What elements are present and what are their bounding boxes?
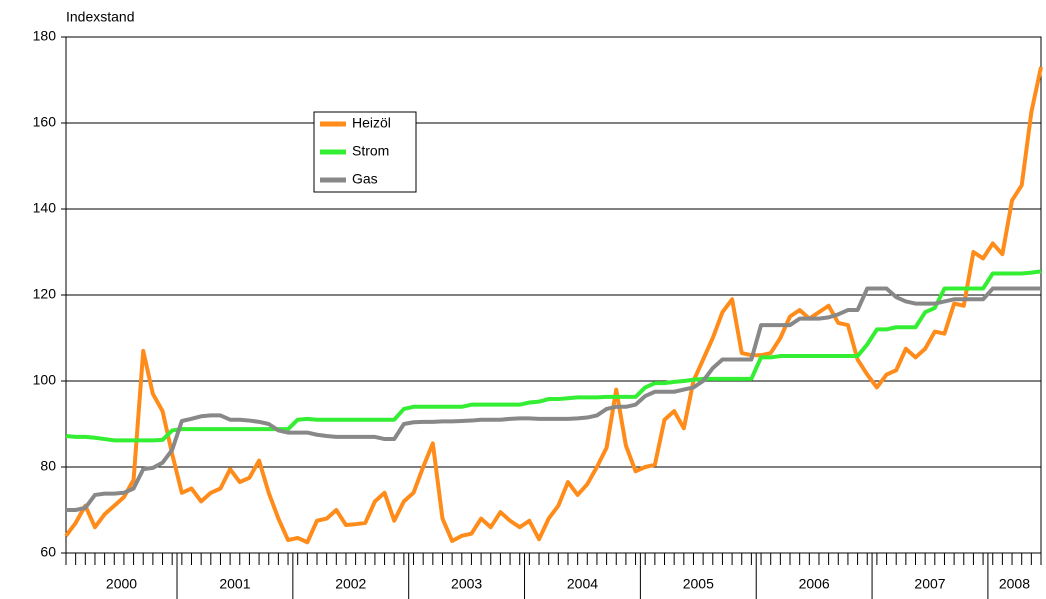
- y-tick-label: 100: [33, 372, 57, 388]
- x-tick-label: 2005: [683, 576, 714, 592]
- x-tick-label: 2000: [106, 576, 137, 592]
- y-tick-label: 120: [33, 286, 57, 302]
- y-tick-label: 60: [40, 544, 56, 560]
- plot-frame: [65, 36, 1042, 554]
- legend-label: Gas: [352, 171, 378, 187]
- x-tick-label: 2003: [451, 576, 482, 592]
- x-tick-label: 2006: [799, 576, 830, 592]
- x-tick-label: 2001: [219, 576, 250, 592]
- y-tick-label: 160: [33, 114, 57, 130]
- x-tick-label: 2007: [914, 576, 945, 592]
- x-tick-label: 2004: [567, 576, 598, 592]
- legend-label: Heizöl: [352, 115, 391, 131]
- y-tick-label: 80: [40, 458, 56, 474]
- series-line: [65, 269, 1042, 443]
- x-tick-label: 2008: [999, 576, 1030, 592]
- series-line: [66, 286, 1041, 512]
- y-tick-label: 140: [33, 200, 57, 216]
- x-tick-label: 2002: [335, 576, 366, 592]
- series-line: [64, 66, 1043, 545]
- legend-label: Strom: [352, 143, 389, 159]
- y-axis-label: Indexstand: [66, 9, 135, 25]
- y-tick-label: 180: [33, 28, 57, 44]
